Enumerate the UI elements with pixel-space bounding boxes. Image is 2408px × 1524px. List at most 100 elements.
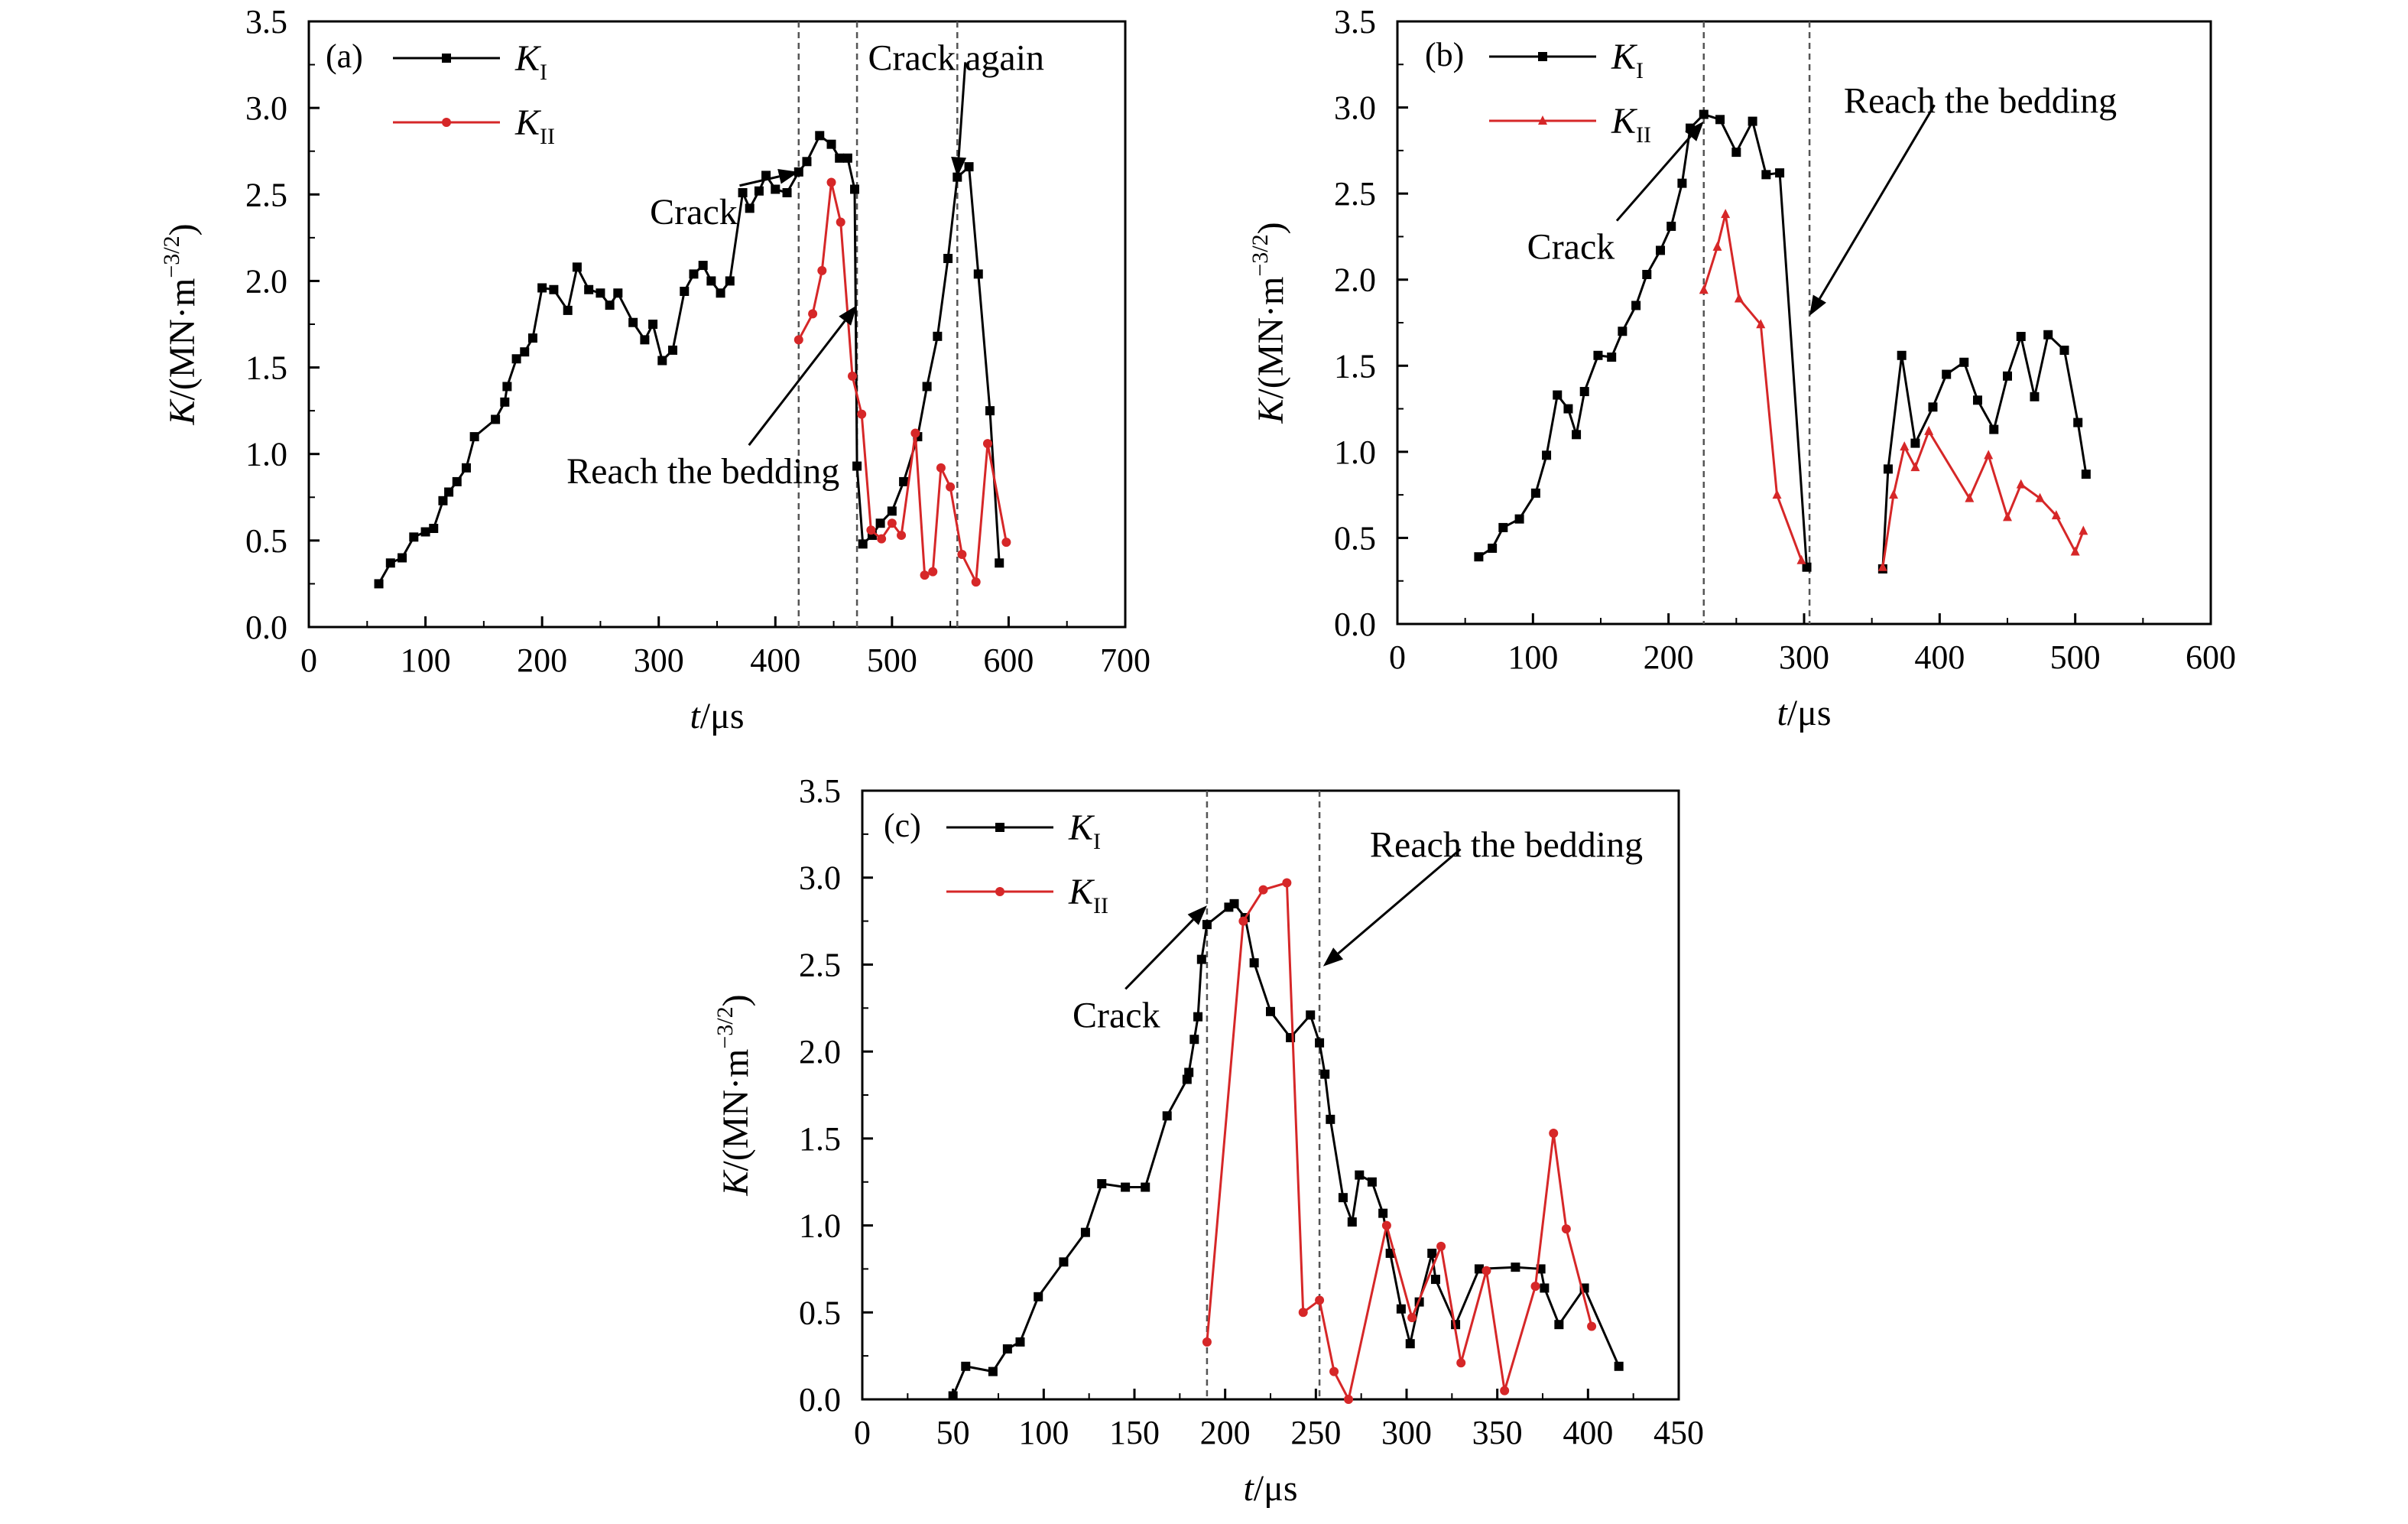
data-point [1883,464,1893,474]
data-point [409,532,419,542]
legend-swatch-marker [1538,52,1547,61]
y-axis-title-var: K [1251,397,1291,424]
data-point [2051,510,2061,520]
data-point [1642,269,1652,279]
series-line [952,902,1621,1397]
data-point [520,347,530,357]
y-axis-title-close: ) [162,223,203,236]
x-tick-label: 200 [1644,639,1694,676]
y-tick-label: 1.5 [245,349,287,387]
data-point [2073,418,2083,427]
y-tick-label: 1.0 [799,1207,841,1245]
data-point [1202,1337,1212,1347]
legend-swatch-marker [442,54,451,63]
y-axis-title: K/(MN·m−3/2) [1248,222,1291,424]
data-point [1631,301,1641,310]
legend-entry-subscript: I [540,60,547,85]
data-point [537,283,547,293]
x-tick-label: 0 [854,1414,871,1451]
data-point [1258,885,1268,895]
y-tick-label: 0.5 [245,522,287,560]
data-point [680,287,690,297]
x-axis-title-unit: /μs [1254,1468,1298,1509]
data-point [1989,424,1999,434]
data-point [877,534,887,544]
data-point [1202,920,1212,930]
annotation-arrow [1615,135,1692,222]
data-point [527,333,537,343]
data-point [1320,1069,1330,1079]
data-point [1405,1339,1415,1349]
y-tick-label: 2.0 [799,1033,841,1071]
data-point [605,301,615,310]
data-point [613,288,623,298]
data-point [1474,552,1484,562]
data-point [1367,1177,1377,1187]
y-axis-title-unit: /(MN·m [1251,277,1291,399]
series-II [1202,878,1597,1404]
legend-entry-name: K [1611,101,1638,141]
data-point [725,276,735,286]
data-point [928,567,938,577]
data-point [1034,1292,1043,1301]
x-tick-label: 150 [1109,1414,1160,1451]
y-axis-title-close: ) [1251,222,1291,234]
data-point [1796,554,1806,564]
x-axis-title-var: t [690,696,701,736]
data-point [2003,512,2012,522]
annotation-arrow [1337,848,1462,954]
data-point [1344,1395,1354,1404]
data-point [385,558,395,568]
data-point [2016,332,2026,342]
data-point [1924,425,1934,435]
x-tick-label: 100 [1507,639,1558,676]
data-point [2043,330,2053,340]
legend-entry-name: K [1611,37,1638,77]
data-point [1238,916,1248,926]
x-axis-title: t/μs [1243,1468,1297,1509]
data-point [771,184,780,194]
x-tick-label: 450 [1653,1414,1704,1451]
data-point [1162,1111,1172,1121]
data-point [1530,1282,1540,1292]
data-point [1579,387,1589,397]
data-point [985,406,995,416]
y-tick-label: 0.0 [1334,606,1376,643]
y-tick-label: 3.5 [799,772,841,810]
y-tick-label: 1.5 [1334,347,1376,385]
data-point [452,476,462,486]
data-point [1474,1264,1484,1274]
data-point [1001,538,1011,548]
data-point [943,254,953,264]
series-line [1478,113,1808,567]
data-point [429,524,439,534]
y-tick-label: 3.5 [1334,3,1376,41]
data-point [988,1366,998,1376]
data-point [1561,1224,1571,1234]
annotation-arrow [739,175,780,187]
data-point [1282,878,1292,888]
data-point [500,397,510,407]
y-axis-title: K/(MN·m−3/2) [159,223,203,425]
data-point [1097,1178,1107,1188]
data-point [689,269,699,279]
data-point [549,284,559,294]
data-point [1430,1275,1440,1285]
data-point [1266,1006,1275,1016]
data-point [1563,404,1573,414]
legend-entry-subscript: II [1093,893,1108,918]
data-point [461,463,471,473]
annotation-label: Reach the bedding [1844,80,2117,121]
data-point [1614,1361,1624,1371]
data-point [648,320,658,329]
data-point [438,496,448,505]
data-point [2059,346,2069,356]
data-point [1184,1067,1194,1077]
data-point [875,518,885,528]
data-point [1715,115,1725,125]
x-tick-label: 700 [1100,642,1150,679]
data-point [2079,525,2088,535]
data-point [1900,441,1910,451]
legend-swatch-marker [995,887,1004,896]
data-point [1355,1170,1365,1180]
